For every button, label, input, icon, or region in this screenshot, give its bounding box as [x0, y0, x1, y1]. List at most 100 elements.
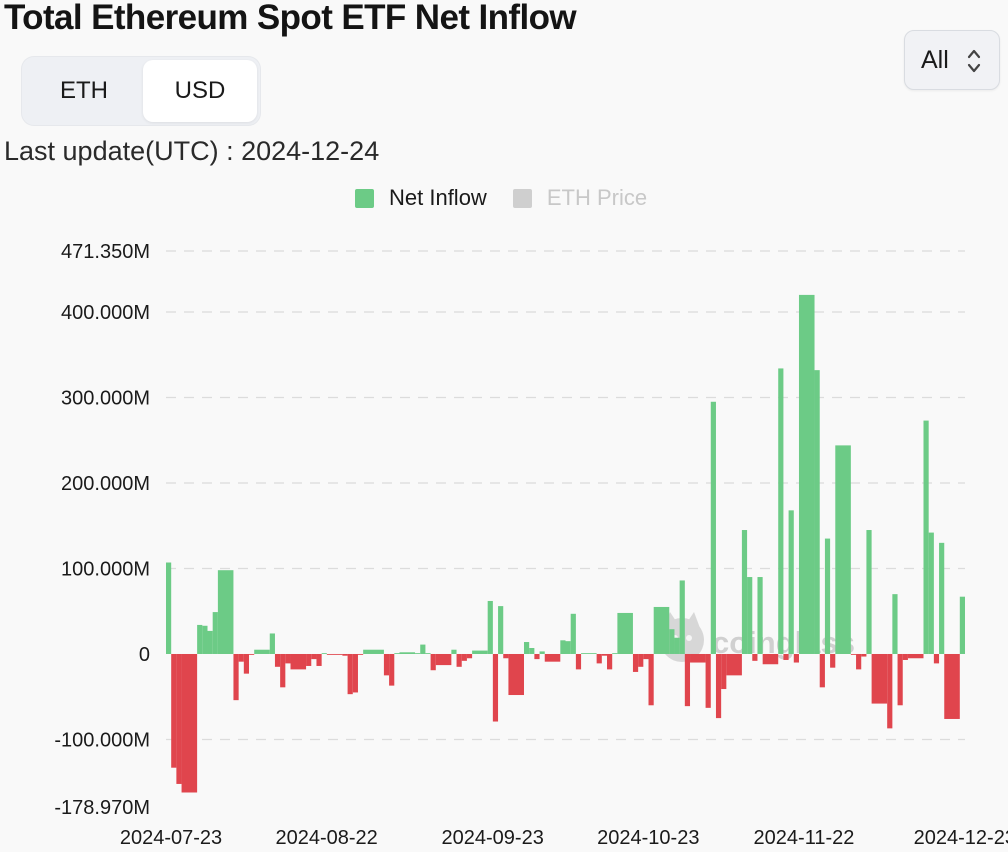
bar[interactable]	[430, 653, 436, 671]
bar[interactable]	[679, 580, 685, 654]
bar[interactable]	[705, 653, 711, 708]
bar[interactable]	[347, 653, 353, 695]
bar[interactable]	[747, 577, 753, 654]
bar[interactable]	[254, 649, 270, 654]
bar[interactable]	[850, 653, 857, 655]
bar[interactable]	[352, 653, 358, 693]
bar[interactable]	[653, 606, 670, 654]
bar[interactable]	[741, 530, 748, 654]
bar[interactable]	[643, 653, 649, 660]
bar[interactable]	[856, 653, 862, 670]
bar[interactable]	[534, 653, 540, 660]
bar[interactable]	[207, 630, 213, 654]
bar[interactable]	[311, 653, 317, 660]
bar[interactable]	[581, 653, 597, 654]
bar[interactable]	[690, 653, 706, 663]
bar[interactable]	[176, 653, 182, 784]
bar[interactable]	[575, 653, 582, 670]
bar[interactable]	[923, 420, 929, 654]
bar[interactable]	[715, 653, 722, 719]
bar[interactable]	[529, 648, 535, 654]
bar[interactable]	[233, 653, 239, 701]
bar[interactable]	[866, 530, 872, 654]
bar[interactable]	[342, 653, 348, 656]
bar[interactable]	[607, 653, 613, 670]
bar[interactable]	[544, 653, 561, 662]
bar[interactable]	[503, 653, 509, 659]
bar[interactable]	[394, 653, 400, 654]
bar[interactable]	[357, 653, 364, 655]
bar[interactable]	[944, 653, 960, 719]
bar[interactable]	[487, 600, 493, 654]
bar[interactable]	[933, 653, 940, 664]
bar[interactable]	[788, 510, 794, 654]
bar[interactable]	[269, 633, 275, 654]
bar[interactable]	[181, 653, 198, 793]
bar[interactable]	[420, 644, 426, 654]
bar[interactable]	[819, 653, 825, 688]
bar[interactable]	[902, 653, 908, 660]
bar[interactable]	[383, 653, 390, 676]
bar[interactable]	[238, 653, 244, 662]
bar[interactable]	[498, 606, 504, 654]
bar[interactable]	[415, 653, 421, 654]
bar[interactable]	[243, 653, 250, 674]
bar[interactable]	[326, 653, 343, 655]
bar[interactable]	[249, 653, 255, 655]
bar[interactable]	[648, 653, 654, 706]
bar[interactable]	[783, 653, 789, 660]
bar[interactable]	[466, 653, 473, 659]
bar[interactable]	[202, 625, 208, 654]
bar[interactable]	[721, 653, 727, 690]
bar[interactable]	[425, 653, 431, 654]
bar[interactable]	[617, 612, 633, 654]
bar[interactable]	[959, 596, 965, 654]
bar[interactable]	[601, 653, 608, 656]
bar[interactable]	[508, 653, 524, 696]
bar[interactable]	[523, 642, 530, 654]
bar[interactable]	[596, 653, 602, 664]
bar[interactable]	[752, 653, 758, 661]
bar[interactable]	[280, 653, 286, 688]
bar[interactable]	[399, 652, 416, 654]
bar[interactable]	[435, 653, 452, 666]
bar[interactable]	[570, 613, 576, 654]
bar[interactable]	[907, 653, 924, 659]
bar[interactable]	[565, 641, 571, 654]
bar[interactable]	[316, 653, 322, 666]
bar[interactable]	[928, 532, 934, 654]
range-select[interactable]: All	[904, 30, 1000, 90]
bar[interactable]	[793, 653, 799, 663]
bar[interactable]	[814, 370, 820, 654]
bar[interactable]	[171, 653, 177, 768]
unit-option-eth[interactable]: ETH	[60, 77, 108, 104]
bar[interactable]	[306, 653, 312, 666]
bar[interactable]	[212, 612, 218, 654]
legend-item-eth-price[interactable]: ETH Price	[512, 185, 647, 211]
bar[interactable]	[861, 653, 867, 657]
bar[interactable]	[451, 649, 457, 654]
bar[interactable]	[456, 653, 462, 667]
bar[interactable]	[472, 650, 488, 654]
bar[interactable]	[830, 653, 836, 668]
bar[interactable]	[389, 653, 395, 686]
bar[interactable]	[778, 368, 784, 654]
bar[interactable]	[684, 653, 691, 707]
legend-item-net-inflow[interactable]: Net Inflow	[355, 185, 487, 211]
bar[interactable]	[638, 653, 644, 667]
bar[interactable]	[632, 653, 639, 672]
bar[interactable]	[762, 653, 779, 665]
bar[interactable]	[757, 577, 763, 654]
bar[interactable]	[321, 653, 327, 654]
bar[interactable]	[674, 637, 680, 654]
bar[interactable]	[798, 294, 815, 654]
unit-option-usd[interactable]: USD	[143, 60, 257, 122]
bar[interactable]	[217, 570, 234, 654]
bar[interactable]	[197, 624, 203, 654]
bar[interactable]	[939, 542, 945, 654]
bar[interactable]	[166, 562, 172, 654]
bar[interactable]	[824, 538, 831, 654]
bar[interactable]	[871, 653, 888, 704]
bar[interactable]	[560, 640, 566, 654]
bar[interactable]	[539, 651, 545, 654]
